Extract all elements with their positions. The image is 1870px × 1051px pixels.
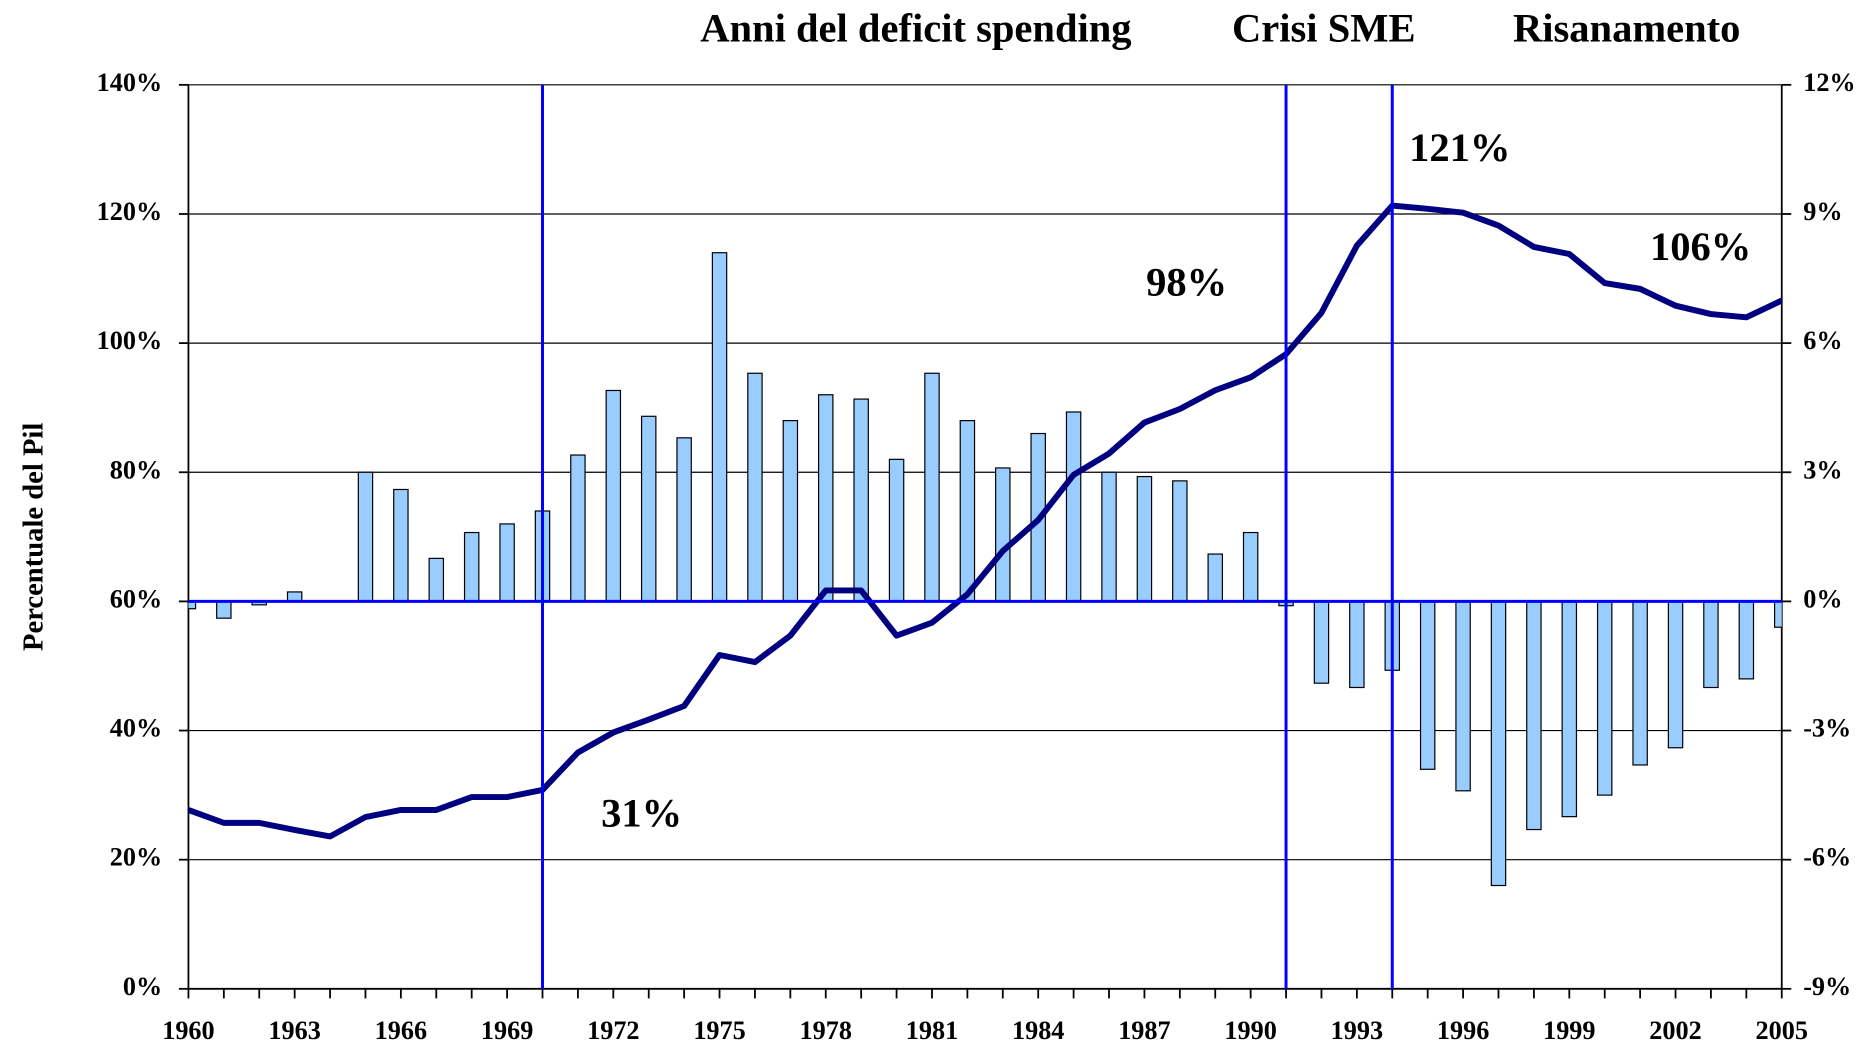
y2-tick-label: 9% — [1803, 197, 1842, 226]
bar — [1632, 600, 1648, 766]
y2-tick-label: 12% — [1803, 68, 1855, 97]
line — [188, 202, 1782, 840]
y-axis-label: Percentuale del Pil — [17, 423, 49, 651]
bar — [1773, 600, 1782, 628]
bar — [428, 557, 445, 602]
y-tick-label: 40% — [110, 714, 162, 743]
x-tick-label: 1996 — [1437, 1016, 1489, 1045]
y-tick-label: 120% — [97, 197, 163, 226]
bar — [676, 437, 692, 602]
bar — [570, 454, 586, 602]
plot-area — [188, 202, 1782, 887]
y-tick-label: 140% — [97, 68, 163, 97]
x-tick-label: 1978 — [800, 1016, 852, 1045]
x-tick-label: 1999 — [1543, 1016, 1595, 1045]
bar — [711, 252, 728, 602]
bar — [1526, 600, 1542, 831]
bar — [1703, 600, 1719, 689]
x-tick-label: 1963 — [268, 1016, 320, 1045]
period-label: Risanamento — [1513, 6, 1740, 51]
bar — [1136, 475, 1153, 602]
annotation: 121% — [1409, 125, 1510, 170]
bar — [1561, 600, 1578, 818]
bar — [393, 488, 409, 602]
bar — [1596, 600, 1613, 796]
bar — [924, 372, 940, 602]
y-tick-label: 0% — [123, 972, 162, 1001]
bar — [357, 471, 374, 602]
bar — [499, 523, 515, 602]
bar — [1242, 531, 1259, 602]
bar — [1065, 411, 1082, 602]
bar — [1455, 600, 1471, 792]
bar — [995, 467, 1011, 602]
x-tick-label: 1984 — [1012, 1016, 1064, 1045]
y-tick-label: 20% — [110, 843, 162, 872]
x-tick-label: 1960 — [162, 1016, 214, 1045]
x-tick-label: 1975 — [693, 1016, 745, 1045]
bar — [1207, 553, 1223, 602]
period-label: Anni del deficit spending — [700, 6, 1131, 51]
y2-tick-label: -3% — [1803, 714, 1851, 743]
x-tick-label: 1972 — [587, 1016, 639, 1045]
bar — [1490, 600, 1507, 887]
bar — [605, 389, 622, 602]
annotation: 106% — [1650, 224, 1751, 269]
x-tick-label: 1990 — [1224, 1016, 1276, 1045]
bar — [1313, 600, 1330, 684]
bar — [1738, 600, 1755, 680]
y-tick-label: 60% — [110, 584, 162, 613]
x-tick-label: 1993 — [1331, 1016, 1383, 1045]
period-label: Crisi SME — [1232, 6, 1416, 51]
y-tick-label: 80% — [110, 455, 162, 484]
annotation: 31% — [601, 790, 682, 835]
x-tick-label: 1987 — [1118, 1016, 1170, 1045]
x-tick-label: 2002 — [1649, 1016, 1701, 1045]
y2-tick-label: 6% — [1803, 326, 1842, 355]
y2-tick-label: 3% — [1803, 455, 1842, 484]
bar — [1667, 600, 1684, 749]
bar — [747, 372, 763, 602]
y2-tick-label: -6% — [1803, 843, 1851, 872]
bar — [959, 420, 976, 602]
bar — [853, 398, 869, 602]
bar — [1349, 600, 1365, 689]
y2-tick-label: -9% — [1803, 972, 1851, 1001]
bar — [782, 420, 799, 602]
bar — [463, 531, 480, 602]
bar — [188, 600, 197, 610]
bar — [1101, 471, 1117, 602]
x-tick-label: 1966 — [375, 1016, 427, 1045]
y-tick-label: 100% — [97, 326, 163, 355]
bar — [1172, 480, 1188, 602]
x-tick-label: 2005 — [1756, 1016, 1808, 1045]
x-tick-label: 1969 — [481, 1016, 533, 1045]
bar — [640, 415, 657, 602]
y2-tick-label: 0% — [1803, 584, 1842, 613]
bar — [216, 600, 232, 619]
bar — [818, 394, 834, 602]
bar — [888, 458, 905, 602]
annotation: 98% — [1146, 260, 1227, 305]
x-tick-label: 1981 — [906, 1016, 958, 1045]
bar — [1419, 600, 1436, 770]
